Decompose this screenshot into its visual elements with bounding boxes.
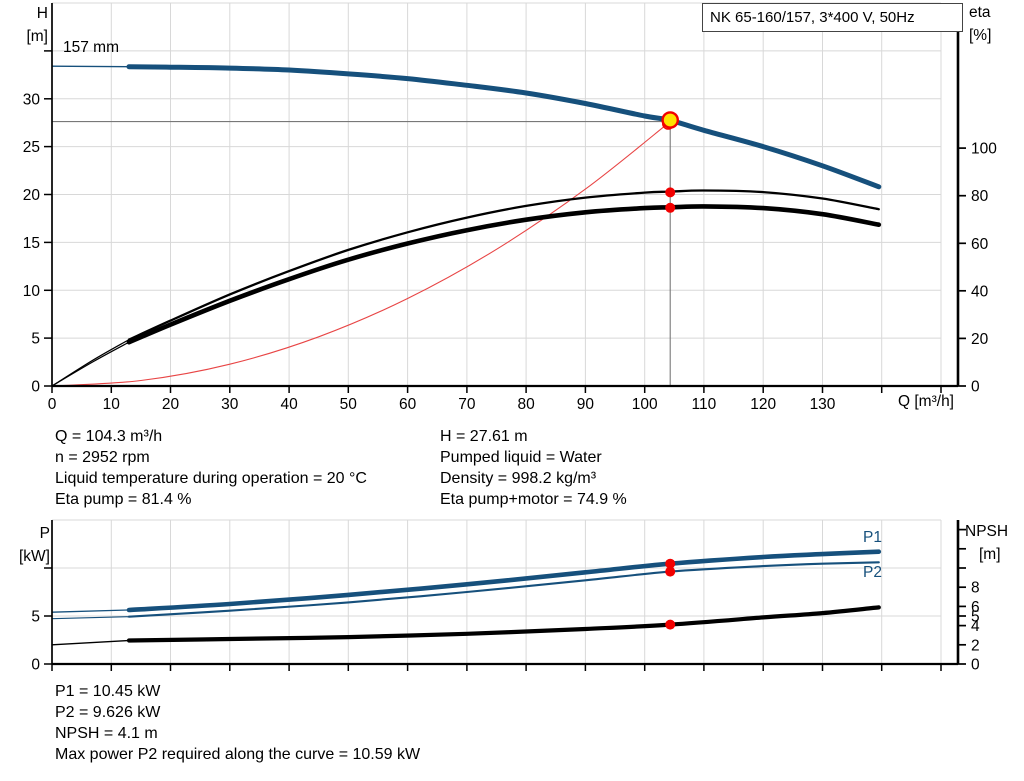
p2-curve-lead	[51, 616, 130, 620]
x-tick-label: 130	[810, 396, 836, 413]
impeller-diameter-label: 157 mm	[63, 39, 119, 56]
info-line-maxp2: Max power P2 required along the curve = …	[55, 746, 421, 763]
x-tick-label: 10	[103, 396, 121, 413]
y-right-tick-label: 20	[971, 331, 989, 348]
y-right-tick-label: 40	[971, 283, 989, 300]
x-tick-label: 110	[692, 396, 717, 413]
npsh-axis-unit-label: [m]	[979, 546, 1001, 563]
x-tick-label: 40	[280, 396, 298, 413]
q-axis-unit-label: Q [m³/h]	[898, 393, 954, 410]
eta-pump	[127, 189, 880, 341]
npsh-curve-lead	[51, 639, 130, 646]
info-line-h: H = 27.61 m	[440, 428, 528, 445]
p1-curve-lead	[51, 609, 130, 613]
info-line-q: Q = 104.3 m³/h	[55, 428, 163, 445]
y-left-tick-label: 30	[23, 91, 41, 108]
x-tick-label: 120	[750, 396, 776, 413]
y-left-tick-label: 0	[31, 379, 40, 396]
y-right-tick-label: 4	[971, 618, 980, 635]
x-tick-label: 20	[162, 396, 180, 413]
operating-point-dot	[665, 619, 676, 630]
h-axis-label: H	[36, 5, 48, 22]
info-line-temp: Liquid temperature during operation = 20…	[55, 470, 367, 487]
y-right-tick-label: 100	[971, 141, 997, 158]
x-tick-label: 30	[221, 396, 239, 413]
operating-point-dot	[665, 558, 676, 569]
y-left-tick-label: 20	[23, 187, 41, 204]
x-tick-label: 50	[340, 396, 358, 413]
y-right-tick-label: 0	[971, 379, 980, 396]
p-axis-label: P	[39, 525, 50, 542]
duty-info-right: H = 27.61 m Pumped liquid = Water Densit…	[440, 426, 627, 510]
operating-point-dot	[665, 187, 676, 198]
p2-curve	[127, 561, 880, 618]
eta-pump-motor-lead	[51, 341, 130, 387]
power-info-block: P1 = 10.45 kW P2 = 9.626 kW NPSH = 4.1 m…	[55, 681, 420, 765]
x-tick-label: 90	[577, 396, 595, 413]
y-right-tick-label: 5	[971, 609, 980, 626]
h-axis-unit-label: [m]	[26, 28, 48, 45]
p1-curve	[126, 549, 882, 613]
y-left-tick-label: 5	[31, 609, 40, 626]
x-tick-label: 60	[399, 396, 417, 413]
p2-curve-label: P2	[863, 564, 882, 581]
pump-head-157mm	[126, 64, 882, 190]
x-tick-label: 70	[458, 396, 476, 413]
info-line-p2: P2 = 9.626 kW	[55, 704, 161, 721]
duty-point-marker	[661, 111, 680, 129]
pump-title-text: NK 65-160/157, 3*400 V, 50Hz	[710, 9, 915, 26]
pump-title-box: NK 65-160/157, 3*400 V, 50Hz	[702, 3, 963, 32]
y-right-tick-label: 80	[971, 188, 989, 205]
info-line-npsh: NPSH = 4.1 m	[55, 725, 158, 742]
y-right-tick-label: 6	[971, 599, 980, 616]
p1-curve-label: P1	[863, 529, 882, 546]
y-right-tick-label: 60	[971, 236, 989, 253]
eta-axis-unit-label: [%]	[969, 27, 992, 44]
npsh-axis-label: NPSH	[965, 523, 1009, 540]
y-left-tick-label: 15	[23, 235, 40, 252]
y-left-tick-label: 25	[23, 139, 40, 156]
info-line-eta-total: Eta pump+motor = 74.9 %	[440, 491, 627, 508]
y-left-tick-label: 5	[31, 331, 40, 348]
x-tick-label: 0	[48, 396, 57, 413]
eta-pump-motor	[126, 204, 882, 345]
y-left-tick-label: 0	[31, 657, 40, 674]
y-left-tick-label: 10	[23, 283, 41, 300]
y-right-tick-label: 8	[971, 580, 980, 597]
info-line-n: n = 2952 rpm	[55, 449, 150, 466]
info-line-density: Density = 998.2 kg/m³	[440, 470, 597, 487]
y-right-tick-label: 0	[971, 657, 980, 674]
info-line-eta-pump: Eta pump = 81.4 %	[55, 491, 192, 508]
operating-point-dot	[665, 566, 676, 577]
pump-head-157mm-lead	[51, 65, 130, 68]
npsh-curve	[126, 605, 881, 643]
info-line-liquid: Pumped liquid = Water	[440, 449, 602, 466]
duty-info-left: Q = 104.3 m³/h n = 2952 rpm Liquid tempe…	[55, 426, 367, 510]
affinity-parabola	[51, 121, 671, 387]
y-right-tick-label: 2	[971, 637, 980, 654]
operating-point-dot	[665, 202, 676, 213]
p-axis-unit-label: [kW]	[19, 548, 50, 565]
eta-axis-label: eta	[969, 4, 991, 21]
x-tick-label: 80	[517, 396, 535, 413]
x-tick-label: 100	[632, 396, 658, 413]
info-line-p1: P1 = 10.45 kW	[55, 683, 161, 700]
